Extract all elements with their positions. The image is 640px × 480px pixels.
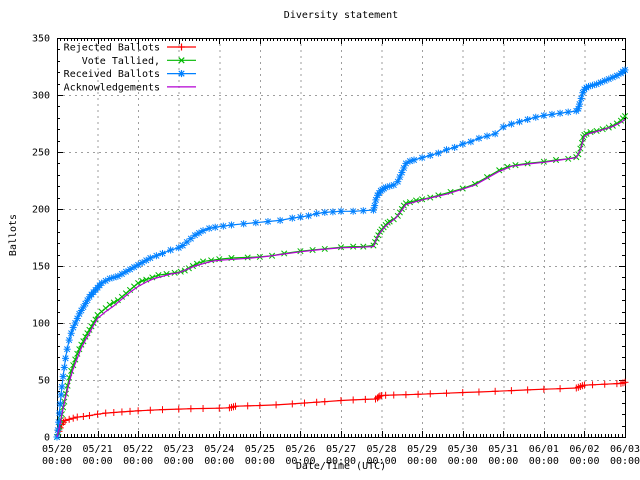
- x-tick-time: 00:00: [83, 456, 113, 467]
- y-tick-label: 350: [32, 34, 50, 45]
- x-tick-date: 05/27: [326, 444, 356, 455]
- x-axis-label: Date/Time (UTC): [295, 461, 387, 472]
- x-tick-time: 00:00: [245, 456, 275, 467]
- x-tick-time: 00:00: [448, 456, 478, 467]
- y-tick-label: 150: [32, 262, 50, 273]
- x-tick-time: 00:00: [326, 456, 356, 467]
- legend-sample-plus-rejected-ballots: [167, 43, 196, 51]
- legend-sample-cross-vote-tallied: [167, 57, 196, 64]
- x-tick-date: 05/31: [488, 444, 518, 455]
- x-tick-time: 00:00: [488, 456, 518, 467]
- x-tick-time: 00:00: [407, 456, 437, 467]
- legend: Rejected Ballots Vote Tallied, Received Ba…: [64, 43, 196, 93]
- x-tick-time: 00:00: [123, 456, 153, 467]
- x-tick-date: 05/28: [367, 444, 397, 455]
- x-tick-date: 05/24: [204, 444, 234, 455]
- x-tick-time: 00:00: [529, 456, 559, 467]
- x-tick-date: 05/25: [245, 444, 275, 455]
- x-tick-date: 05/29: [407, 444, 437, 455]
- x-tick-time: 00:00: [42, 456, 72, 467]
- grid-lines: [57, 38, 625, 437]
- y-tick-label: 0: [44, 433, 50, 444]
- x-tick-time: 00:00: [367, 456, 397, 467]
- x-tick-time: 00:00: [610, 456, 640, 467]
- y-tick-labels: 0 50 100 150 200 250 300 350: [32, 34, 50, 444]
- x-tick-date: 05/20: [42, 444, 72, 455]
- x-tick-date: 05/22: [123, 444, 153, 455]
- series-line: [56, 119, 626, 438]
- x-tick-date: 05/23: [164, 444, 194, 455]
- series-markers: [53, 66, 629, 441]
- y-tick-label: 250: [32, 148, 50, 159]
- x-tick-time: 00:00: [204, 456, 234, 467]
- legend-label: Acknowledgements: [64, 82, 160, 93]
- legend-label: Received Ballots: [64, 69, 160, 80]
- chart-title: Diversity statement: [283, 10, 399, 21]
- y-tick-label: 200: [32, 205, 50, 216]
- legend-entry-received-ballots: Received Ballots: [64, 69, 196, 80]
- legend-sample-asterisk-received-ballots: [167, 70, 196, 78]
- x-tick-date: 05/26: [285, 444, 315, 455]
- x-tick-time: 00:00: [569, 456, 599, 467]
- x-tick-date: 05/21: [83, 444, 113, 455]
- x-tick-time: 00:00: [285, 456, 315, 467]
- series-received-ballots: [53, 66, 629, 441]
- y-tick-label: 300: [32, 91, 50, 102]
- legend-entry-vote-tallied: Vote Tallied,: [82, 56, 196, 67]
- series-acknowledgements: [56, 119, 626, 438]
- x-tick-date: 05/30: [448, 444, 478, 455]
- y-tick-label: 50: [38, 376, 50, 387]
- y-tick-label: 100: [32, 319, 50, 330]
- x-tick-date: 06/01: [529, 444, 559, 455]
- legend-entry-acknowledgements: Acknowledgements: [64, 82, 196, 93]
- x-tick-time: 00:00: [164, 456, 194, 467]
- x-tick-date: 06/02: [569, 444, 599, 455]
- legend-label: Vote Tallied,: [82, 56, 160, 67]
- x-tick-labels: 05/2000:0005/2100:0005/2200:0005/2300:00…: [42, 444, 640, 467]
- legend-label: Rejected Ballots: [64, 43, 160, 54]
- legend-entry-rejected-ballots: Rejected Ballots: [64, 43, 196, 54]
- x-tick-date: 06/03: [610, 444, 640, 455]
